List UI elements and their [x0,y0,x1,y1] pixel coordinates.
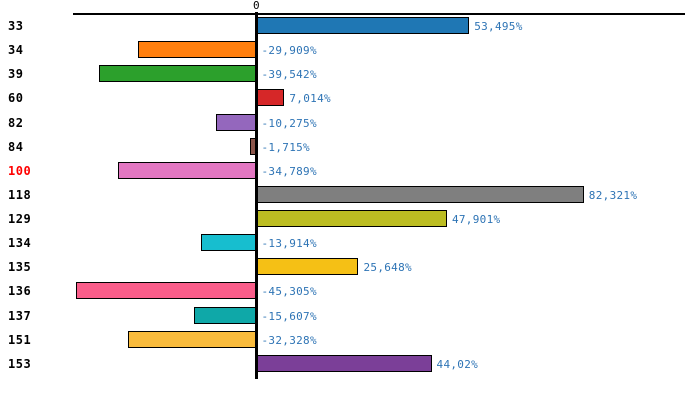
bar-34[interactable] [137,41,257,59]
bar-137[interactable] [194,306,257,324]
bar-100[interactable] [118,161,257,179]
category-label-136: 136 [8,284,32,299]
category-label-118: 118 [8,187,32,202]
value-label-137: -15,607% [261,309,317,323]
bar-33[interactable] [256,17,470,34]
value-label-151: -32,328% [261,333,317,347]
value-label-84: -1,715% [261,140,310,154]
category-label-137: 137 [8,308,32,323]
bar-135[interactable] [256,258,359,276]
value-label-34: -29,909% [261,44,317,58]
category-label-129: 129 [8,212,32,227]
value-label-135: 25,648% [363,261,412,275]
category-label-153: 153 [8,356,32,371]
category-label-151: 151 [8,332,32,347]
value-label-100: -34,789% [261,164,317,178]
value-label-82: -10,275% [261,116,317,130]
bar-118[interactable] [256,185,584,203]
value-label-118: 82,321% [588,188,638,202]
category-label-135: 135 [8,260,32,275]
value-label-33: 53,495% [474,20,523,33]
value-label-134: -13,914% [261,237,317,251]
zero-tick-label: 0 [253,0,260,12]
category-label-84: 84 [8,139,24,154]
bar-153[interactable] [256,354,432,372]
value-label-39: -39,542% [261,68,317,82]
category-label-82: 82 [8,115,24,130]
category-label-134: 134 [8,236,32,251]
value-label-153: 44,02% [436,357,479,371]
bar-60[interactable] [256,89,285,107]
bar-134[interactable] [201,234,257,252]
category-label-33: 33 [8,19,24,33]
top-rule [73,13,685,15]
bar-84[interactable] [249,137,257,155]
bar-82[interactable] [215,113,257,131]
bar-129[interactable] [256,210,447,228]
category-label-100: 100 [8,163,32,178]
bar-39[interactable] [99,65,257,83]
value-label-136: -45,305% [261,285,317,299]
category-label-60: 60 [8,91,24,106]
category-label-39: 39 [8,67,24,82]
bar-136[interactable] [76,282,257,300]
bar-151[interactable] [127,330,257,348]
value-label-60: 7,014% [289,92,331,106]
category-label-34: 34 [8,43,24,58]
value-label-129: 47,901% [451,213,501,227]
